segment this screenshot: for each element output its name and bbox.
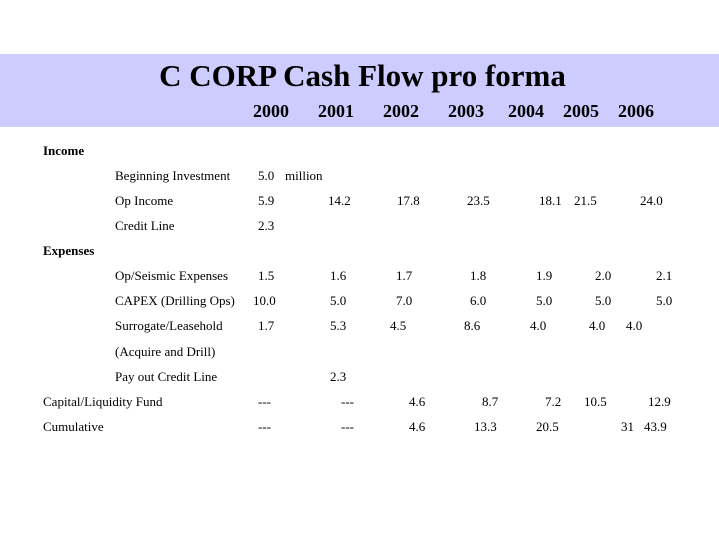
surrogate-value: 1.7 (258, 318, 275, 333)
cumulative-value: --- (258, 419, 271, 434)
cumulative-value: 4.6 (409, 419, 426, 434)
cumulative-value: 20.5 (536, 419, 559, 434)
cumulative-value: 13.3 (474, 419, 497, 434)
surrogate-value: 5.3 (330, 318, 347, 333)
beginning-investment-value: 5.0 (258, 168, 275, 183)
surrogate-value: 4.5 (390, 318, 407, 333)
capital-fund-value: 12.9 (648, 394, 671, 409)
capital-fund-value: 4.6 (409, 394, 426, 409)
op-income-value: 21.5 (574, 193, 597, 208)
capex-value: 6.0 (470, 293, 487, 308)
cumulative-value: 43.9 (644, 419, 667, 434)
year-header: 2000 (253, 101, 289, 121)
year-header: 2001 (318, 101, 354, 121)
surrogate-sublabel: (Acquire and Drill) (115, 344, 216, 359)
op-seismic-value: 1.6 (330, 268, 347, 283)
op-income-value: 24.0 (640, 193, 663, 208)
op-income-value: 18.1 (539, 193, 562, 208)
op-seismic-value: 2.0 (595, 268, 612, 283)
op-income-value: 5.9 (258, 193, 275, 208)
capital-fund-value: --- (258, 394, 271, 409)
capex-value: 5.0 (536, 293, 553, 308)
capital-fund-label: Capital/Liquidity Fund (43, 394, 163, 409)
cumulative-value: 31 (621, 419, 634, 434)
cumulative-value: --- (341, 419, 354, 434)
year-header: 2002 (383, 101, 419, 121)
capital-fund-value: --- (341, 394, 354, 409)
surrogate-value: 4.0 (530, 318, 547, 333)
capex-value: 7.0 (396, 293, 413, 308)
capex-label: CAPEX (Drilling Ops) (115, 293, 235, 308)
year-header: 2005 (563, 101, 599, 121)
expenses-section-label: Expenses (43, 243, 95, 258)
capital-fund-value: 7.2 (545, 394, 562, 409)
capex-value: 10.0 (253, 293, 276, 308)
op-seismic-value: 2.1 (656, 268, 673, 283)
op-income-value: 23.5 (467, 193, 490, 208)
payout-credit-line-label: Pay out Credit Line (115, 369, 218, 384)
surrogate-value: 4.0 (626, 318, 643, 333)
op-income-label: Op Income (115, 193, 174, 208)
op-seismic-value: 1.5 (258, 268, 275, 283)
income-section-label: Income (43, 143, 85, 158)
year-header: 2006 (618, 101, 654, 121)
capex-value: 5.0 (595, 293, 612, 308)
credit-line-label: Credit Line (115, 218, 175, 233)
year-header: 2004 (508, 101, 544, 121)
op-seismic-value: 1.7 (396, 268, 413, 283)
op-seismic-value: 1.9 (536, 268, 553, 283)
surrogate-label: Surrogate/Leasehold (115, 318, 223, 333)
capital-fund-value: 10.5 (584, 394, 607, 409)
credit-line-value: 2.3 (258, 218, 275, 233)
capital-fund-value: 8.7 (482, 394, 499, 409)
page-title: C CORP Cash Flow pro forma (159, 58, 566, 93)
cumulative-label: Cumulative (43, 419, 104, 434)
title-band (0, 54, 719, 127)
op-income-value: 17.8 (397, 193, 420, 208)
op-seismic-value: 1.8 (470, 268, 487, 283)
op-income-value: 14.2 (328, 193, 351, 208)
capex-value: 5.0 (330, 293, 347, 308)
surrogate-value: 8.6 (464, 318, 481, 333)
surrogate-value: 4.0 (589, 318, 606, 333)
beginning-investment-label: Beginning Investment (115, 168, 231, 183)
capex-value: 5.0 (656, 293, 673, 308)
payout-credit-line-value: 2.3 (330, 369, 347, 384)
beginning-investment-unit: million (285, 168, 323, 183)
op-seismic-label: Op/Seismic Expenses (115, 268, 229, 283)
year-header: 2003 (448, 101, 484, 121)
